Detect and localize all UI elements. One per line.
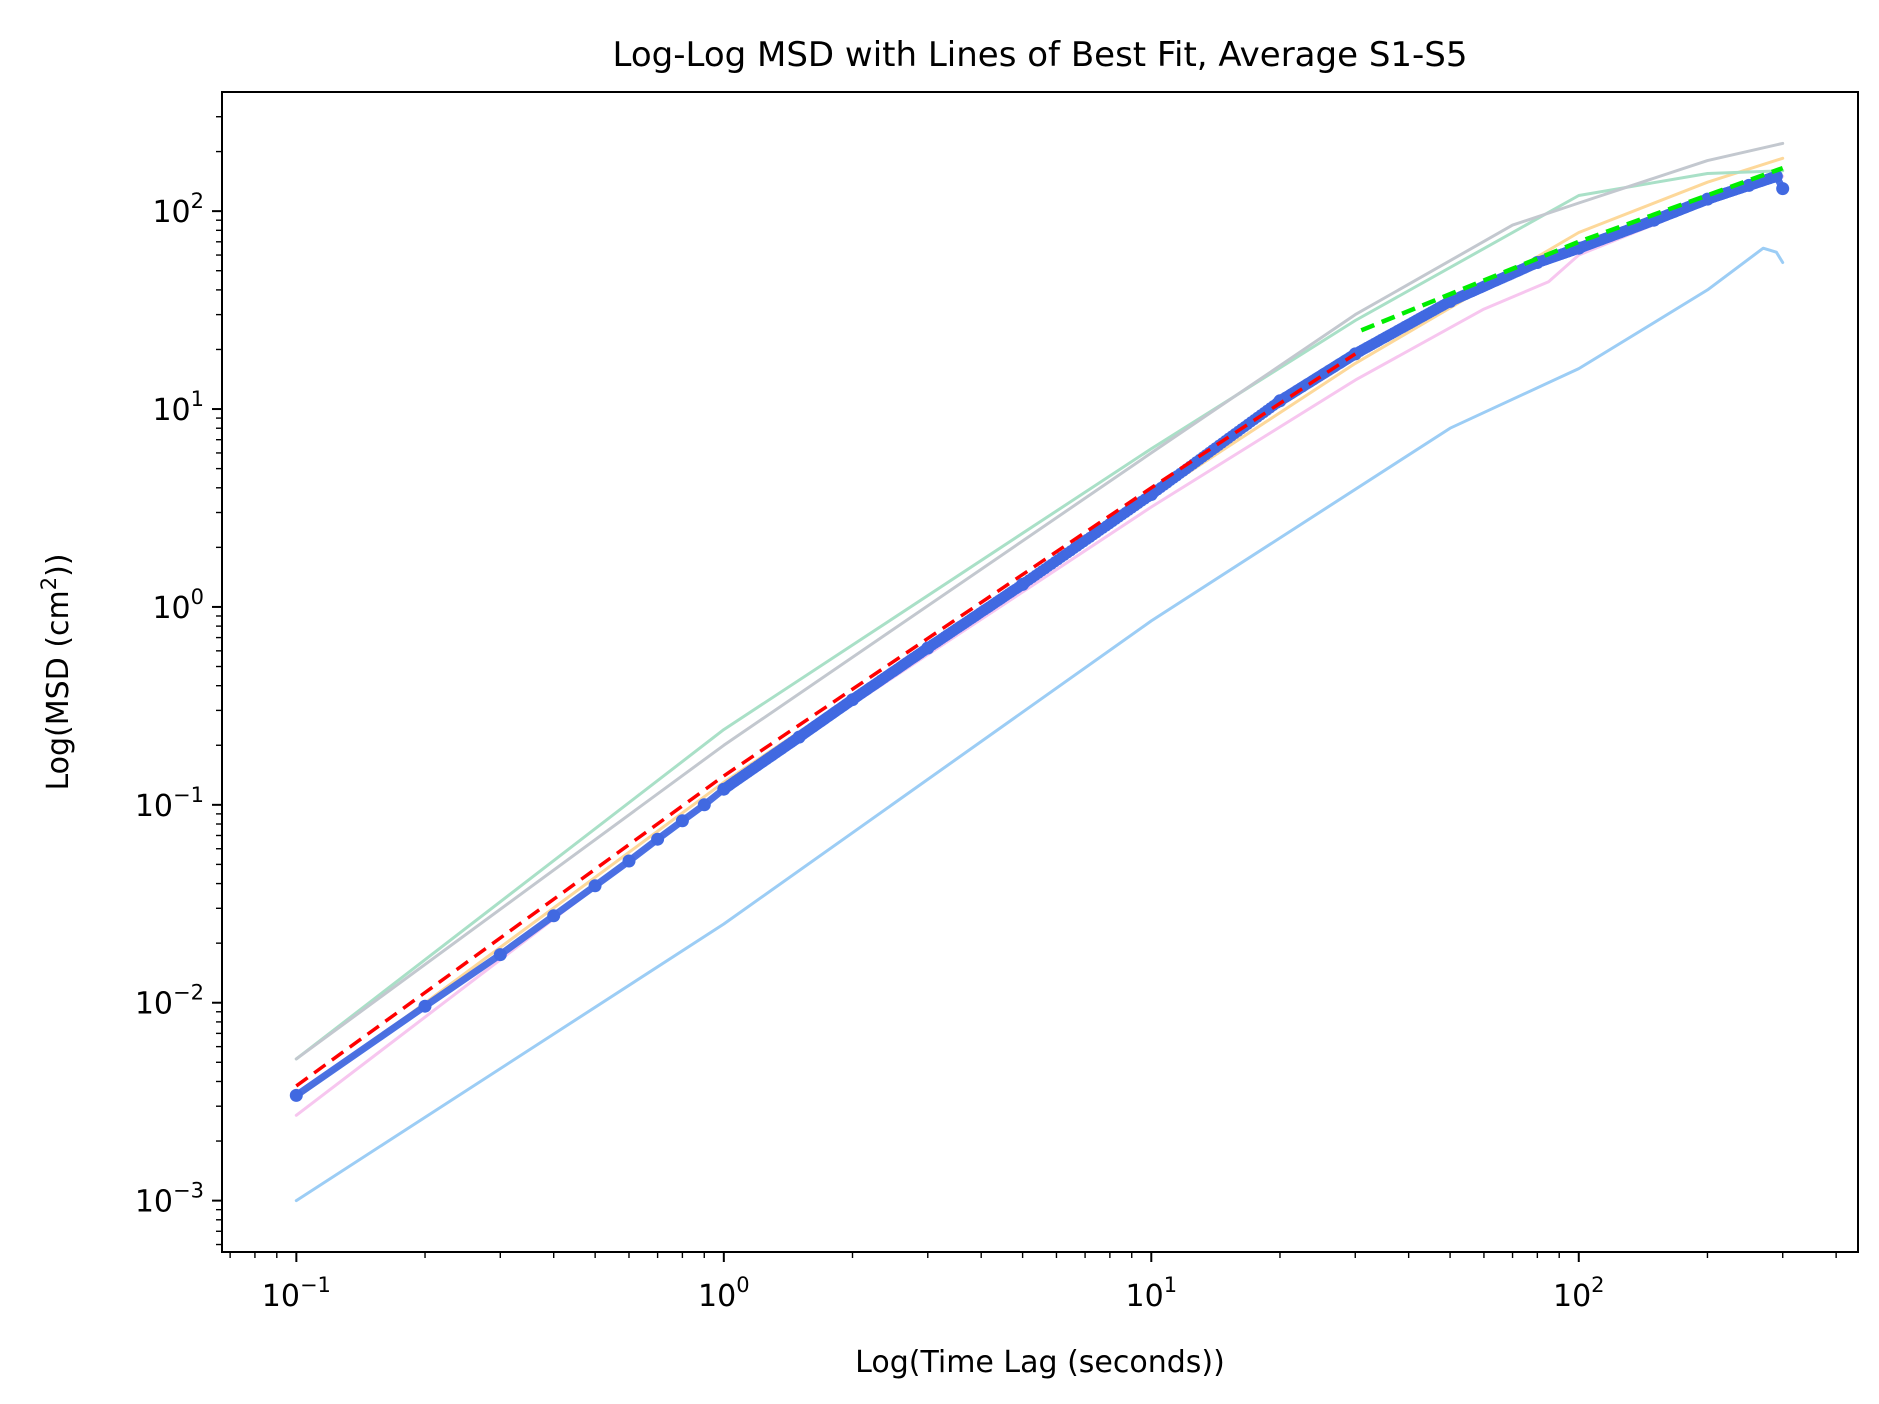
series-5-marker-1 — [418, 999, 432, 1013]
y-tick-label-0: 10−3 — [135, 1179, 204, 1220]
x-tick-label-2: 101 — [1126, 1273, 1178, 1314]
series-line-1 — [294, 156, 1785, 1100]
y-tick-label-4: 101 — [152, 387, 204, 428]
series-5-marker-8 — [697, 798, 711, 812]
plot-area — [289, 141, 1790, 1203]
series-line-7 — [1360, 165, 1784, 333]
series-5-marker-4 — [588, 879, 602, 893]
series-line-6 — [295, 352, 1357, 1088]
y-tick-label-5: 102 — [152, 189, 204, 230]
series-line-2 — [294, 169, 1785, 1061]
y-tick-label-3: 100 — [152, 585, 204, 626]
x-tick-label-3: 102 — [1553, 1273, 1605, 1314]
series-line-4 — [294, 246, 1785, 1203]
chart-title: Log-Log MSD with Lines of Best Fit, Aver… — [612, 35, 1467, 75]
series-line-3 — [294, 141, 1785, 1061]
x-tick-label-1: 100 — [698, 1273, 750, 1314]
y-axis: 10−3 10−2 10−1 100 101 102 — [135, 116, 222, 1246]
series-5-marker-3 — [547, 909, 561, 923]
series-5-marker-5 — [622, 854, 636, 868]
x-axis: 10−1 100 101 102 — [229, 1252, 1837, 1314]
x-tick-label-0: 10−1 — [262, 1273, 331, 1314]
series-5-marker-2 — [493, 948, 507, 962]
series-5-marker-7 — [675, 814, 689, 828]
series-5-marker-0 — [289, 1088, 303, 1102]
y-axis-label: Log(MSD (cm2)) — [37, 553, 76, 790]
series-5-marker-6 — [651, 832, 665, 846]
x-axis-label: Log(Time Lag (seconds)) — [855, 1345, 1225, 1380]
y-tick-label-1: 10−2 — [135, 981, 204, 1022]
axes-frame — [221, 91, 1859, 1253]
y-tick-label-2: 10−1 — [135, 783, 204, 824]
series-5-marker-24 — [1776, 182, 1790, 196]
